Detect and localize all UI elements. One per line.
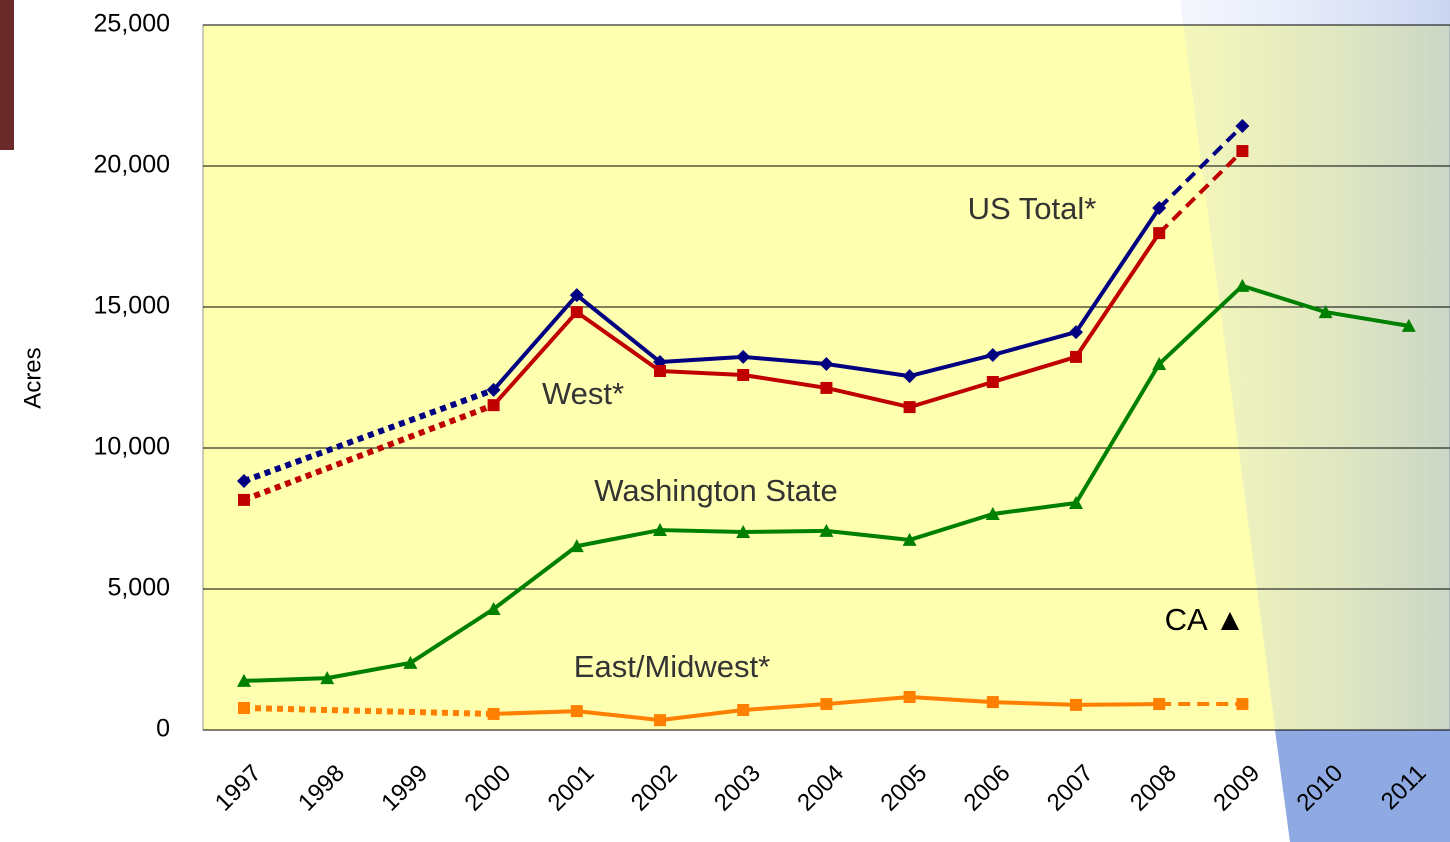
- series-label: Washington State: [594, 473, 838, 508]
- marker: [1153, 227, 1165, 239]
- x-tick-label: 2003: [709, 760, 766, 817]
- marker: [238, 494, 250, 506]
- marker: [1070, 351, 1082, 363]
- y-axis-label: Acres: [19, 347, 46, 408]
- line-segment: [660, 530, 743, 532]
- x-tick-label: 2009: [1208, 760, 1265, 817]
- marker: [820, 382, 832, 394]
- marker: [1070, 699, 1082, 711]
- x-tick-label: 2000: [459, 760, 516, 817]
- y-tick-label: 15,000: [94, 292, 170, 320]
- x-tick-label: 2006: [959, 760, 1016, 817]
- line-segment: [1076, 704, 1159, 705]
- marker: [654, 365, 666, 377]
- marker: [737, 369, 749, 381]
- x-tick-label: 1998: [293, 760, 350, 817]
- marker: [987, 696, 999, 708]
- x-tick-label: 2001: [543, 760, 600, 817]
- x-tick-label: 1999: [376, 760, 433, 817]
- marker: [737, 704, 749, 716]
- x-tick-label: 2008: [1125, 760, 1182, 817]
- line-segment: [494, 711, 577, 714]
- y-tick-label: 20,000: [94, 151, 170, 179]
- x-tick-label: 2004: [792, 760, 849, 817]
- annotation: CA ▲: [1165, 602, 1246, 637]
- marker: [488, 708, 500, 720]
- y-tick-label: 0: [156, 715, 170, 743]
- marker: [654, 714, 666, 726]
- x-tick-label: 1997: [210, 760, 267, 817]
- x-tick-label: 2005: [875, 760, 932, 817]
- marker: [238, 702, 250, 714]
- marker: [1236, 145, 1248, 157]
- x-tick-label: 2002: [626, 760, 683, 817]
- marker: [904, 691, 916, 703]
- marker: [571, 705, 583, 717]
- marker: [1153, 698, 1165, 710]
- line-segment: [244, 678, 327, 681]
- marker: [820, 698, 832, 710]
- y-tick-label: 10,000: [94, 433, 170, 461]
- photo-fragment: [0, 0, 14, 150]
- x-tick-label: 2007: [1042, 760, 1099, 817]
- marker: [904, 401, 916, 413]
- y-tick-label: 25,000: [94, 10, 170, 38]
- series-label: East/Midwest*: [574, 649, 770, 684]
- y-tick-label: 5,000: [107, 574, 170, 602]
- marker: [571, 306, 583, 318]
- series-label: US Total*: [968, 191, 1097, 226]
- series-label: West*: [542, 376, 624, 411]
- marker: [987, 376, 999, 388]
- line-segment: [743, 531, 826, 532]
- marker: [488, 399, 500, 411]
- line-segment: [993, 702, 1076, 705]
- chart: Acres 0 5,000 10,000 15,000 20,000 25,000 1997…: [0, 0, 1450, 842]
- marker: [1236, 698, 1248, 710]
